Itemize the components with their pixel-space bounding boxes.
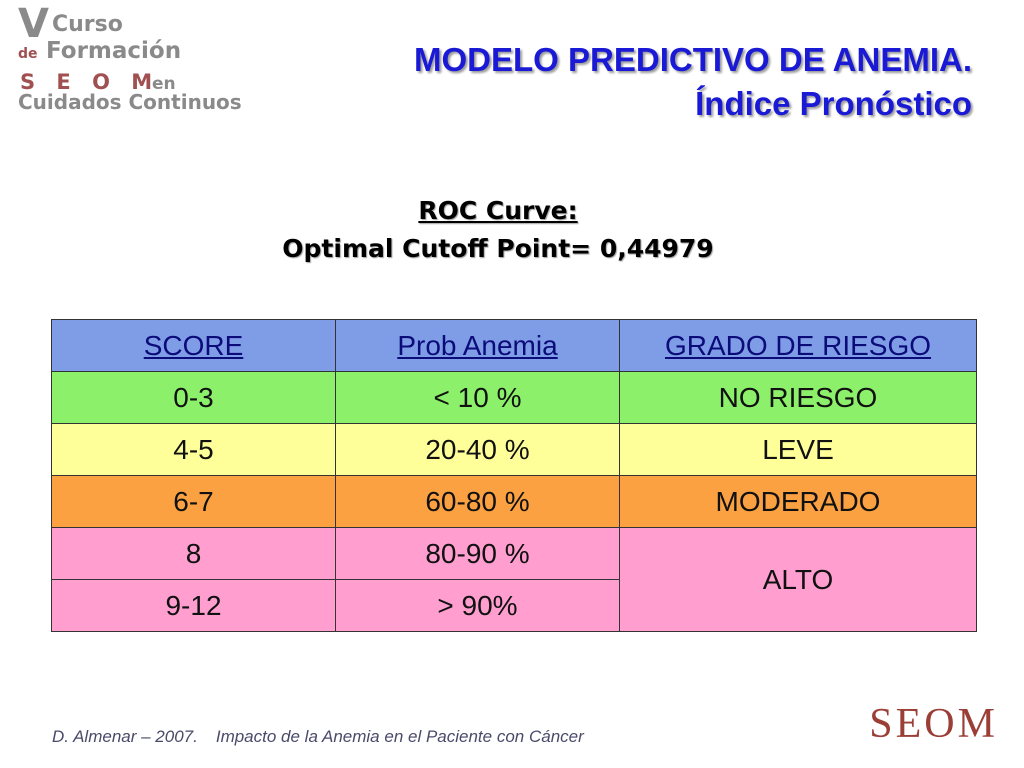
logo-formacion: Formación	[46, 38, 182, 64]
roc-cutoff: Optimal Cutoff Point= 0,44979	[282, 234, 714, 263]
cell-score: 9-12	[51, 579, 336, 632]
slide-title: MODELO PREDICTIVO DE ANEMIA. Índice Pron…	[414, 38, 972, 126]
header-grado-riesgo: GRADO DE RIESGO	[619, 319, 977, 372]
cell-prob: > 90%	[335, 579, 620, 632]
table-row: 4-5 20-40 % LEVE	[51, 423, 977, 476]
cell-prob: 20-40 %	[335, 423, 620, 476]
slide-title-line2: Índice Pronóstico	[695, 85, 972, 122]
cell-score: 6-7	[51, 475, 336, 528]
table-header-row: SCORE Prob Anemia GRADO DE RIESGO	[51, 319, 977, 372]
cell-grade: NO RIESGO	[619, 371, 977, 424]
table-row: 6-7 60-80 % MODERADO	[51, 475, 977, 528]
footer-subject: Impacto de la Anemia en el Paciente con …	[215, 727, 584, 746]
footer-author: D. Almenar – 2007.	[52, 727, 198, 746]
cell-prob: 60-80 %	[335, 475, 620, 528]
cell-grade-merged: ALTO	[619, 527, 977, 632]
cell-score: 0-3	[51, 371, 336, 424]
table-row: 0-3 < 10 % NO RIESGO	[51, 371, 977, 424]
logo-de: de	[18, 46, 38, 62]
table-row: 9-12 > 90%	[51, 579, 977, 632]
header-prob-anemia: Prob Anemia	[335, 319, 620, 372]
table-row: 8 80-90 % ALTO	[51, 527, 977, 632]
seom-logo: SEOM	[869, 701, 998, 747]
cell-prob: < 10 %	[335, 371, 620, 424]
roc-summary: ROC Curve: Optimal Cutoff Point= 0,44979	[0, 192, 996, 268]
course-logo: V Curso de Formación S E O M en Cuidados…	[18, 4, 268, 114]
cell-grade: LEVE	[619, 423, 977, 476]
logo-en: en	[152, 74, 176, 94]
logo-seom: S E O M	[20, 70, 160, 94]
header-score: SCORE	[51, 319, 336, 372]
cell-prob: 80-90 %	[335, 527, 620, 580]
logo-curso: Curso	[52, 12, 123, 37]
cell-grade: MODERADO	[619, 475, 977, 528]
logo-cuidados: Cuidados Continuos	[18, 90, 242, 114]
slide-title-line1: MODELO PREDICTIVO DE ANEMIA.	[414, 41, 972, 78]
footer-citation: D. Almenar – 2007. Impacto de la Anemia e…	[52, 727, 584, 747]
cell-score: 8	[51, 527, 336, 580]
risk-table: SCORE Prob Anemia GRADO DE RIESGO 0-3 < …	[51, 319, 977, 632]
logo-roman-numeral: V	[18, 1, 49, 47]
roc-heading: ROC Curve:	[418, 196, 578, 225]
cell-score: 4-5	[51, 423, 336, 476]
